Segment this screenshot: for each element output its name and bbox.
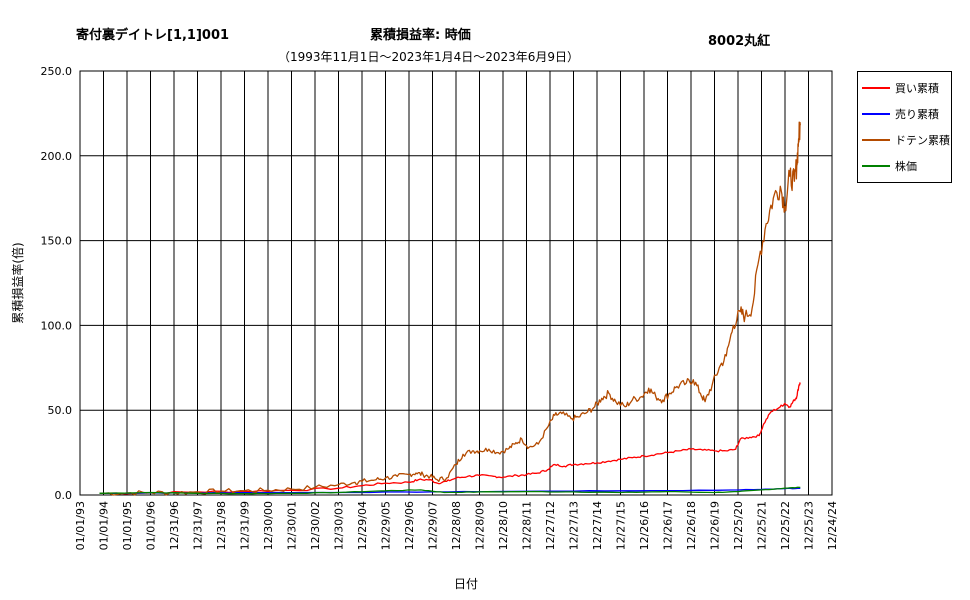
x-tick-label: 12/31/96 [168,501,181,550]
x-tick-label: 12/28/09 [474,501,487,550]
plot-border [79,70,833,496]
legend-item: ドテン累積 [862,132,950,148]
y-tick-label: 150.0 [41,235,73,248]
legend-item: 株価 [862,158,917,174]
y-tick-label: 50.0 [48,404,73,417]
x-tick-label: 12/29/06 [403,501,416,550]
x-tick-label: 12/24/24 [826,501,839,550]
y-tick-label: 100.0 [41,319,73,332]
x-tick-label: 12/27/15 [615,501,628,550]
x-tick-label: 01/01/94 [98,501,111,550]
x-tick-label: 01/01/93 [74,501,87,550]
chart-legend: 買い累積売り累積ドテン累積株価 [857,71,952,183]
x-tick-label: 12/29/04 [356,501,369,550]
x-tick-label: 12/28/08 [450,501,463,550]
legend-label: 売り累積 [895,108,939,121]
legend-swatch [862,113,890,115]
y-tick-label: 250.0 [41,65,73,78]
x-tick-label: 12/31/98 [215,501,228,550]
legend-swatch [862,87,890,89]
chart-title-right: 8002丸紅 [708,34,771,49]
x-axis-title: 日付 [454,577,478,591]
x-tick-label: 12/25/22 [779,501,792,550]
series-line [99,382,801,495]
legend-label: 株価 [895,160,917,173]
series-line [99,486,801,495]
x-tick-label: 12/29/07 [427,501,440,550]
x-tick-label: 12/26/19 [709,501,722,550]
y-tick-label: 0.0 [55,489,73,502]
x-tick-label: 12/26/17 [662,501,675,550]
x-tick-label: 12/31/97 [192,501,205,550]
x-tick-label: 01/01/95 [121,501,134,550]
y-tick-label: 200.0 [41,150,73,163]
legend-item: 買い累積 [862,80,939,96]
x-tick-label: 12/30/03 [333,501,346,550]
x-tick-label: 12/25/20 [732,501,745,550]
x-tick-label: 12/27/13 [568,501,581,550]
x-tick-label: 12/30/01 [286,501,299,550]
legend-swatch [862,139,890,141]
x-tick-label: 12/27/12 [544,501,557,550]
x-tick-label: 12/25/21 [756,501,769,550]
x-tick-label: 12/26/16 [638,501,651,550]
x-tick-label: 12/28/11 [521,501,534,550]
legend-swatch [862,165,890,167]
x-tick-label: 12/30/00 [262,501,275,550]
x-tick-label: 12/27/14 [591,501,604,550]
x-tick-label: 12/26/18 [685,501,698,550]
x-tick-label: 12/30/02 [309,501,322,550]
legend-label: 買い累積 [895,82,939,95]
x-tick-label: 12/31/99 [239,501,252,550]
x-tick-label: 12/25/23 [803,501,816,550]
x-tick-label: 01/01/96 [145,501,158,550]
x-tick-label: 12/29/05 [380,501,393,550]
chart-title-left: 寄付裏デイトレ[1,1]001 [76,28,230,43]
legend-label: ドテン累積 [895,134,950,147]
legend-item: 売り累積 [862,106,939,122]
series-line [99,121,801,496]
chart-title-center: 累積損益率: 時価 [370,28,471,43]
x-tick-label: 12/28/10 [497,501,510,550]
y-axis-title: 累積損益率(倍) [10,242,25,323]
chart-subtitle: （1993年11月1日～2023年1月4日～2023年6月9日） [278,50,580,64]
